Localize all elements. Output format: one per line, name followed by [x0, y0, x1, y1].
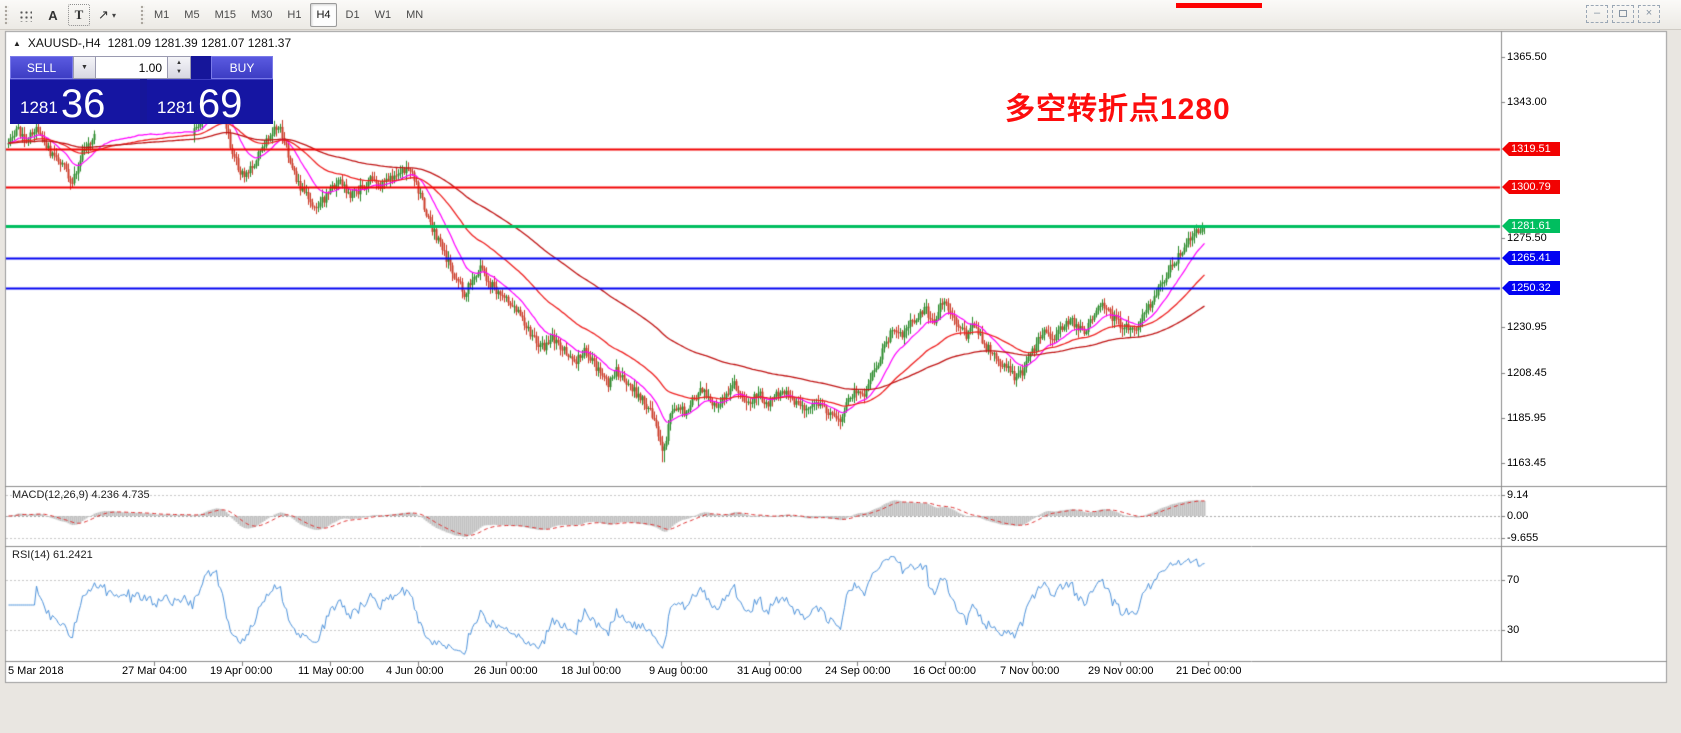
- chart-symbol-header: ▲ XAUUSD-,H4 1281.09 1281.39 1281.07 128…: [13, 36, 291, 50]
- toolbar-grip[interactable]: [4, 5, 9, 25]
- time-axis-label: 11 May 00:00: [298, 665, 364, 677]
- time-axis-label: 4 Jun 00:00: [386, 665, 444, 677]
- restore-icon: [1619, 10, 1627, 17]
- time-axis-label: 31 Aug 00:00: [737, 665, 802, 677]
- price-line-label: 1319.51: [1502, 142, 1560, 156]
- up-arrow-icon: ▲: [13, 38, 21, 48]
- trade-panel-price-row: 1281 36 1281 69: [10, 79, 273, 124]
- timeframe-button-mn[interactable]: MN: [406, 9, 424, 21]
- price-line-label: 1281.61: [1502, 219, 1560, 233]
- spin-down-icon[interactable]: ▼: [176, 68, 182, 75]
- price-axis-label: 1185.95: [1507, 412, 1546, 424]
- sell-price-display[interactable]: 1281 36: [10, 79, 140, 124]
- volume-spinner[interactable]: ▲ ▼: [168, 56, 191, 79]
- chart-annotation-text: 多空转折点1280: [1005, 93, 1231, 126]
- time-axis-label: 7 Nov 00:00: [1000, 665, 1060, 677]
- time-axis-label: 9 Aug 00:00: [649, 665, 708, 677]
- red-line-marker: [1176, 3, 1262, 8]
- price-axis-label: 1208.45: [1507, 367, 1547, 379]
- rsi-header: RSI(14) 61.2421: [12, 549, 93, 561]
- grid-icon[interactable]: [14, 4, 36, 26]
- price-axis-label: 1275.50: [1507, 232, 1547, 244]
- minimize-button[interactable]: –: [1586, 5, 1608, 23]
- close-button[interactable]: ×: [1638, 5, 1660, 23]
- timeframe-button-h1[interactable]: H1: [287, 9, 302, 21]
- price-axis-label: 1163.45: [1507, 457, 1546, 469]
- time-axis-label: 19 Apr 00:00: [210, 665, 273, 677]
- spin-up-icon[interactable]: ▲: [176, 59, 182, 66]
- price-line-label: 1265.41: [1502, 251, 1560, 265]
- time-axis-label: 18 Jul 00:00: [561, 665, 621, 677]
- trade-panel-top-row: SELL ▼ ▲ ▼ BUY: [10, 56, 273, 79]
- sell-price-big: 36: [60, 82, 106, 126]
- volume-dropdown-button[interactable]: ▼: [73, 56, 96, 79]
- symbol-label: XAUUSD-,H4: [27, 36, 101, 50]
- timeframe-button-m30[interactable]: M30: [250, 9, 273, 21]
- time-axis-label: 24 Sep 00:00: [825, 665, 891, 677]
- timeframe-button-m5[interactable]: M5: [184, 9, 200, 21]
- buy-button[interactable]: BUY: [211, 56, 273, 79]
- timeframe-button-m1[interactable]: M1: [154, 9, 170, 21]
- macd-header: MACD(12,26,9) 4.236 4.735: [12, 489, 150, 501]
- timeframe-toolbar: M1 M5 M15 M30 H1 H4 D1 W1 MN: [148, 3, 429, 27]
- price-line-label: 1250.32: [1502, 281, 1560, 295]
- trade-panel-spacer: [191, 56, 211, 79]
- volume-input[interactable]: [96, 56, 168, 79]
- time-axis-label: 5 Mar 2018: [8, 665, 64, 677]
- one-click-trading-panel: SELL ▼ ▲ ▼ BUY 1281 36 1281 69: [10, 56, 273, 124]
- time-axis-label: 26 Jun 00:00: [474, 665, 538, 677]
- macd-axis-label: 9.14: [1507, 489, 1529, 501]
- time-axis-label: 29 Nov 00:00: [1088, 665, 1154, 677]
- toolbar: A T ↗ ▾ M1 M5 M15 M30 H1 H4 D1 W1 MN – ×: [0, 0, 1681, 30]
- text-label-tool-icon[interactable]: A: [48, 7, 58, 23]
- rsi-axis-label: 70: [1507, 574, 1520, 586]
- price-axis-label: 1365.50: [1507, 51, 1547, 63]
- timeframe-button-d1[interactable]: D1: [345, 9, 360, 21]
- arrows-tool-icon[interactable]: ↗ ▾: [96, 4, 118, 26]
- grid-icon-glyph: [18, 8, 32, 22]
- toolbar-grip[interactable]: [140, 5, 145, 25]
- price-axis-label: 1230.95: [1507, 321, 1547, 333]
- arrow-glyph: ↗: [98, 7, 109, 22]
- price-axis-label: 1343.00: [1507, 96, 1547, 108]
- macd-axis-label: 0.00: [1507, 510, 1529, 522]
- timeframe-button-m15[interactable]: M15: [214, 9, 236, 21]
- text-tool-icon[interactable]: T: [68, 4, 90, 26]
- time-axis-label: 27 Mar 04:00: [122, 665, 187, 677]
- rsi-axis-label: 30: [1507, 624, 1520, 636]
- ohlc-values: 1281.09 1281.39 1281.07 1281.37: [107, 36, 292, 50]
- restore-button[interactable]: [1612, 5, 1634, 23]
- macd-axis-label: -9.655: [1507, 532, 1539, 544]
- sell-price-small: 1281: [20, 98, 58, 117]
- timeframe-button-h4[interactable]: H4: [310, 3, 337, 27]
- chevron-down-icon: ▾: [111, 10, 116, 20]
- buy-price-display[interactable]: 1281 69: [147, 79, 273, 124]
- chevron-down-icon: ▼: [81, 64, 88, 71]
- sell-button[interactable]: SELL: [10, 56, 73, 79]
- timeframe-button-w1[interactable]: W1: [374, 9, 392, 21]
- price-line-label: 1300.79: [1502, 180, 1560, 194]
- time-axis-label: 21 Dec 00:00: [1176, 665, 1242, 677]
- buy-price-small: 1281: [157, 98, 195, 117]
- buy-price-big: 69: [197, 82, 243, 126]
- time-axis-label: 16 Oct 00:00: [913, 665, 976, 677]
